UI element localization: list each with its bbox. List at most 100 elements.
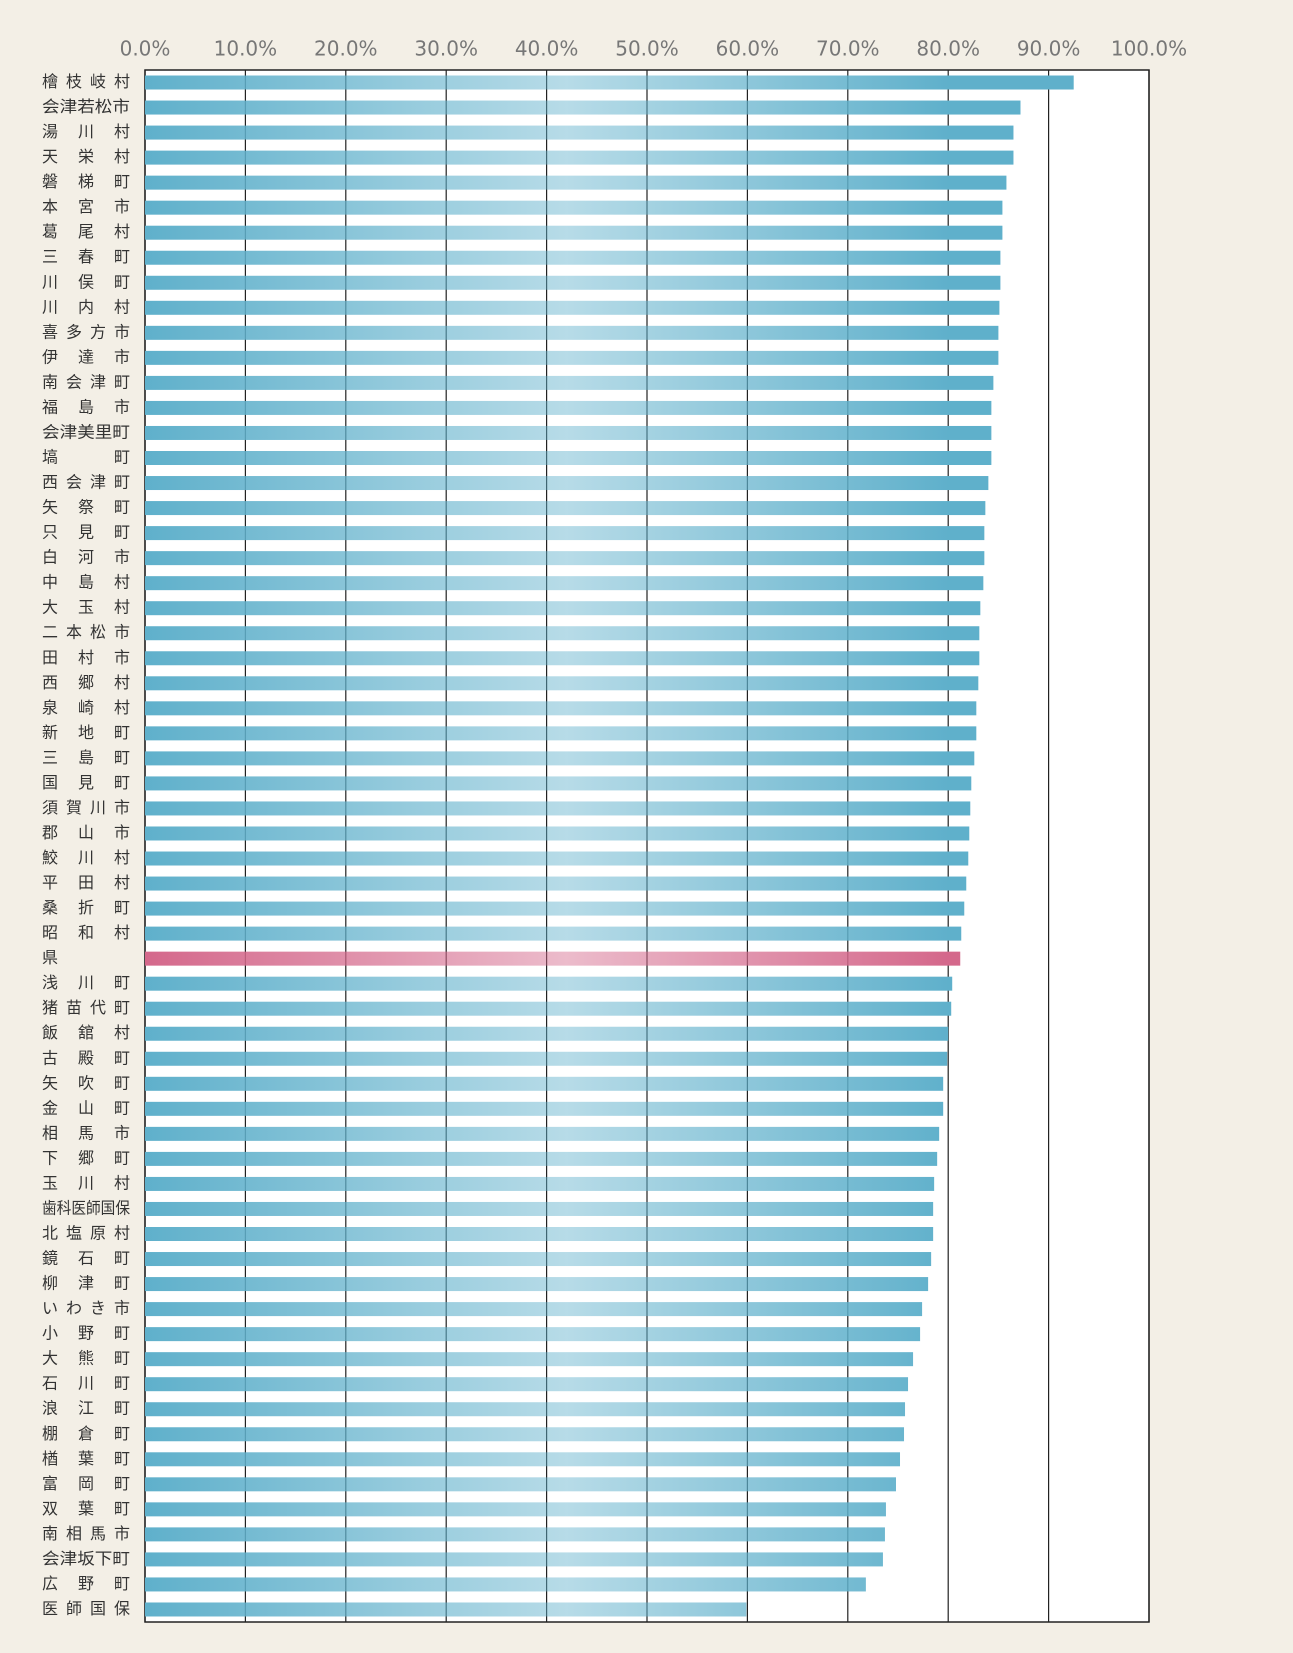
bar — [145, 200, 1003, 215]
bar — [145, 1577, 866, 1592]
bar — [145, 275, 1001, 290]
bar — [145, 1252, 932, 1267]
y-tick-label: 喜多方市 — [42, 322, 130, 341]
y-tick-label: 広野町 — [42, 1574, 130, 1593]
y-tick-label: 川内村 — [42, 297, 130, 316]
y-tick-label: 会津坂下町 — [42, 1549, 130, 1568]
y-tick-label: 西郷村 — [42, 673, 130, 692]
bar — [145, 1302, 923, 1317]
y-tick-label: 新地町 — [42, 723, 130, 742]
y-tick-label: 金山町 — [42, 1098, 130, 1117]
bar — [145, 1427, 905, 1442]
y-tick-label: 県 — [42, 948, 58, 967]
bar — [145, 375, 994, 390]
y-tick-label: 三春町 — [42, 247, 130, 266]
x-tick-label: 80.0% — [916, 37, 980, 61]
bar — [145, 1602, 747, 1617]
y-tick-label: 天栄村 — [42, 147, 130, 166]
y-tick-label: 昭和村 — [42, 923, 130, 942]
x-tick-label: 0.0% — [120, 37, 171, 61]
bar — [145, 400, 992, 415]
bar — [145, 526, 985, 541]
bar — [145, 501, 986, 516]
y-tick-label: 西会津町 — [42, 473, 130, 492]
y-tick-label: 医師国保 — [42, 1599, 130, 1618]
bar — [145, 425, 992, 440]
y-tick-label: 会津若松市 — [42, 97, 130, 116]
bar — [145, 451, 992, 465]
bar — [145, 1001, 952, 1016]
x-tick-label: 50.0% — [615, 37, 679, 61]
bar — [145, 325, 999, 340]
bar — [145, 1352, 914, 1367]
y-tick-label: 福島市 — [42, 397, 130, 416]
y-tick-label: 古殿町 — [42, 1048, 130, 1067]
y-tick-label: 中島村 — [42, 573, 130, 592]
y-tick-label: 南相馬市 — [42, 1524, 130, 1543]
y-tick-label: 飯舘村 — [42, 1023, 130, 1042]
y-tick-label: 二本松市 — [42, 623, 130, 642]
y-tick-label: 矢祭町 — [42, 498, 130, 517]
y-tick-label: 双葉町 — [42, 1499, 130, 1518]
bar — [145, 100, 1021, 115]
bar — [145, 1452, 901, 1467]
x-tick-label: 20.0% — [314, 37, 378, 61]
y-tick-label: 川俣町 — [42, 272, 130, 291]
y-tick-label: 富岡町 — [42, 1474, 130, 1493]
bar — [145, 350, 999, 365]
bar — [145, 175, 1007, 190]
y-tick-label: 鏡石町 — [42, 1249, 130, 1268]
bar — [145, 150, 1014, 165]
bar — [145, 1552, 883, 1567]
x-tick-label: 30.0% — [414, 37, 478, 61]
y-tick-label: 矢吹町 — [42, 1073, 130, 1092]
y-tick-label: 田村市 — [42, 648, 130, 667]
x-tick-label: 70.0% — [816, 37, 880, 61]
x-tick-label: 40.0% — [515, 37, 579, 61]
y-tick-label: 棚倉町 — [42, 1424, 130, 1443]
y-tick-label: 檜枝岐村 — [42, 72, 130, 91]
x-tick-label: 10.0% — [214, 37, 278, 61]
bar — [145, 1101, 944, 1116]
bar — [145, 826, 970, 841]
y-tick-label: いわき市 — [42, 1299, 130, 1318]
x-tick-label: 90.0% — [1017, 37, 1081, 61]
bar — [145, 1026, 949, 1041]
bar — [145, 701, 977, 716]
bar — [145, 1076, 944, 1091]
bar — [145, 1477, 896, 1492]
y-tick-label: 歯科医師国保 — [42, 1198, 130, 1217]
bar — [145, 476, 989, 491]
y-tick-label: 伊達市 — [42, 347, 130, 366]
y-tick-label: 相馬市 — [42, 1123, 130, 1142]
bar — [145, 901, 965, 916]
bar — [145, 300, 1000, 315]
y-tick-label: 大玉村 — [42, 598, 130, 617]
y-tick-label: 磐梯町 — [42, 172, 130, 191]
bar — [145, 1502, 886, 1517]
y-tick-label: 浅川町 — [42, 973, 130, 992]
y-tick-label: 桑折町 — [42, 898, 130, 917]
y-tick-label: 白河市 — [42, 548, 130, 567]
bar — [145, 1051, 948, 1066]
bar — [145, 1377, 909, 1392]
y-tick-label: 玉川村 — [42, 1173, 130, 1192]
y-tick-label: 柳津町 — [42, 1274, 130, 1293]
y-tick-label: 会津美里町 — [42, 422, 130, 441]
bar — [145, 751, 975, 766]
y-tick-label: 須賀川市 — [42, 798, 130, 817]
bar — [145, 801, 971, 816]
y-tick-label: 浪江町 — [42, 1399, 130, 1418]
bar — [145, 651, 980, 666]
bar — [145, 225, 1003, 240]
bar — [145, 75, 1074, 90]
bar — [145, 626, 980, 641]
y-tick-label: 南会津町 — [42, 372, 130, 391]
bar — [145, 1277, 929, 1292]
bar — [145, 951, 961, 966]
bar — [145, 976, 953, 991]
bar — [145, 576, 984, 591]
y-tick-label: 湯川村 — [42, 122, 130, 141]
